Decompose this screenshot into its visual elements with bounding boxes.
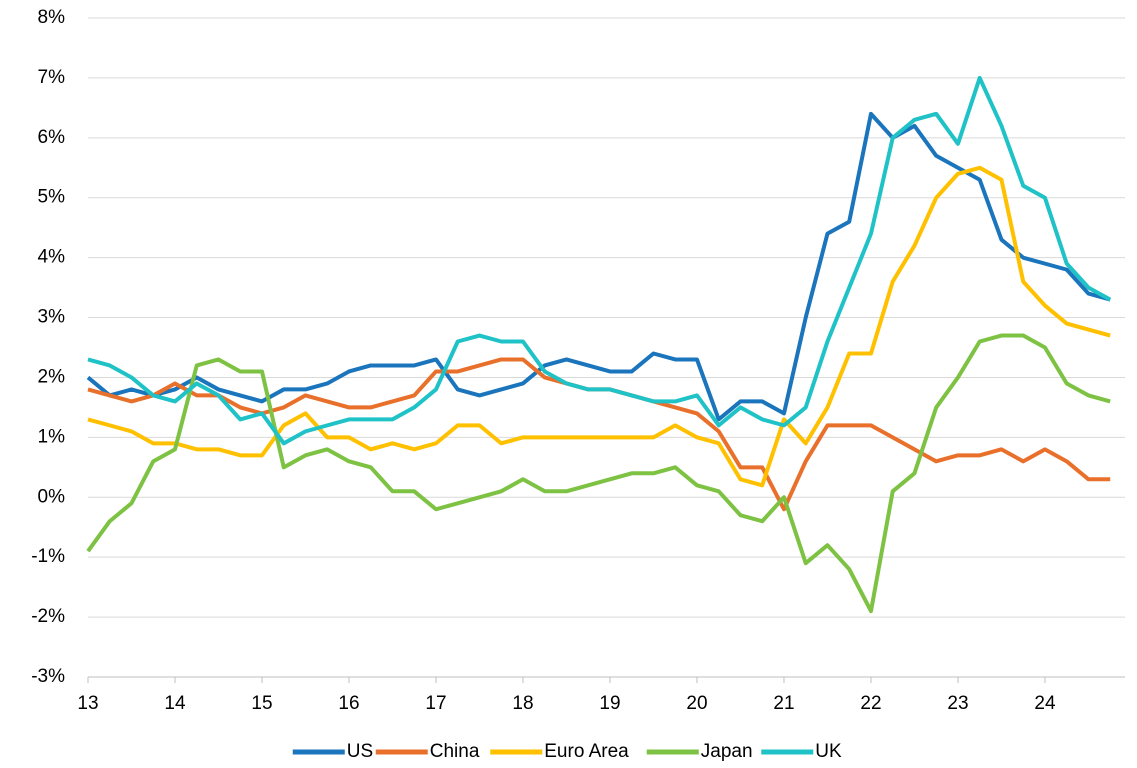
- y-tick-label: 3%: [38, 307, 66, 328]
- y-tick-label: 1%: [38, 426, 66, 447]
- x-tick-label: 21: [773, 693, 794, 714]
- y-tick-label: -3%: [31, 666, 65, 687]
- x-tick-label: 20: [686, 693, 707, 714]
- x-tick-label: 19: [599, 693, 620, 714]
- x-tick-label: 23: [947, 693, 968, 714]
- legend-label: UK: [815, 741, 842, 762]
- series-line: [87, 75, 1112, 446]
- y-tick-label: 2%: [38, 366, 66, 387]
- x-tick-label: 24: [1034, 693, 1056, 714]
- y-tick-label: -1%: [31, 546, 65, 567]
- legend-label: China: [430, 741, 480, 762]
- y-tick-label: 0%: [38, 486, 66, 507]
- series-line: [87, 165, 1111, 488]
- x-tick-label: 17: [425, 693, 446, 714]
- x-tick-label: 16: [338, 693, 359, 714]
- x-tick-label: 13: [77, 693, 98, 714]
- y-tick-label: 6%: [38, 127, 66, 148]
- legend-label: Euro Area: [544, 741, 629, 762]
- legend-label: Japan: [701, 741, 753, 762]
- y-tick-label: 5%: [38, 187, 66, 208]
- y-tick-label: 7%: [38, 67, 66, 88]
- series-line: [86, 333, 1111, 614]
- series-line: [86, 111, 1111, 422]
- x-tick-label: 18: [512, 693, 533, 714]
- y-tick-label: 8%: [38, 7, 66, 28]
- x-tick-label: 15: [251, 693, 272, 714]
- y-tick-label: -2%: [31, 606, 65, 627]
- x-tick-label: 22: [860, 693, 881, 714]
- legend-label: US: [347, 741, 373, 762]
- y-tick-label: 4%: [38, 247, 66, 268]
- x-tick-label: 14: [164, 693, 186, 714]
